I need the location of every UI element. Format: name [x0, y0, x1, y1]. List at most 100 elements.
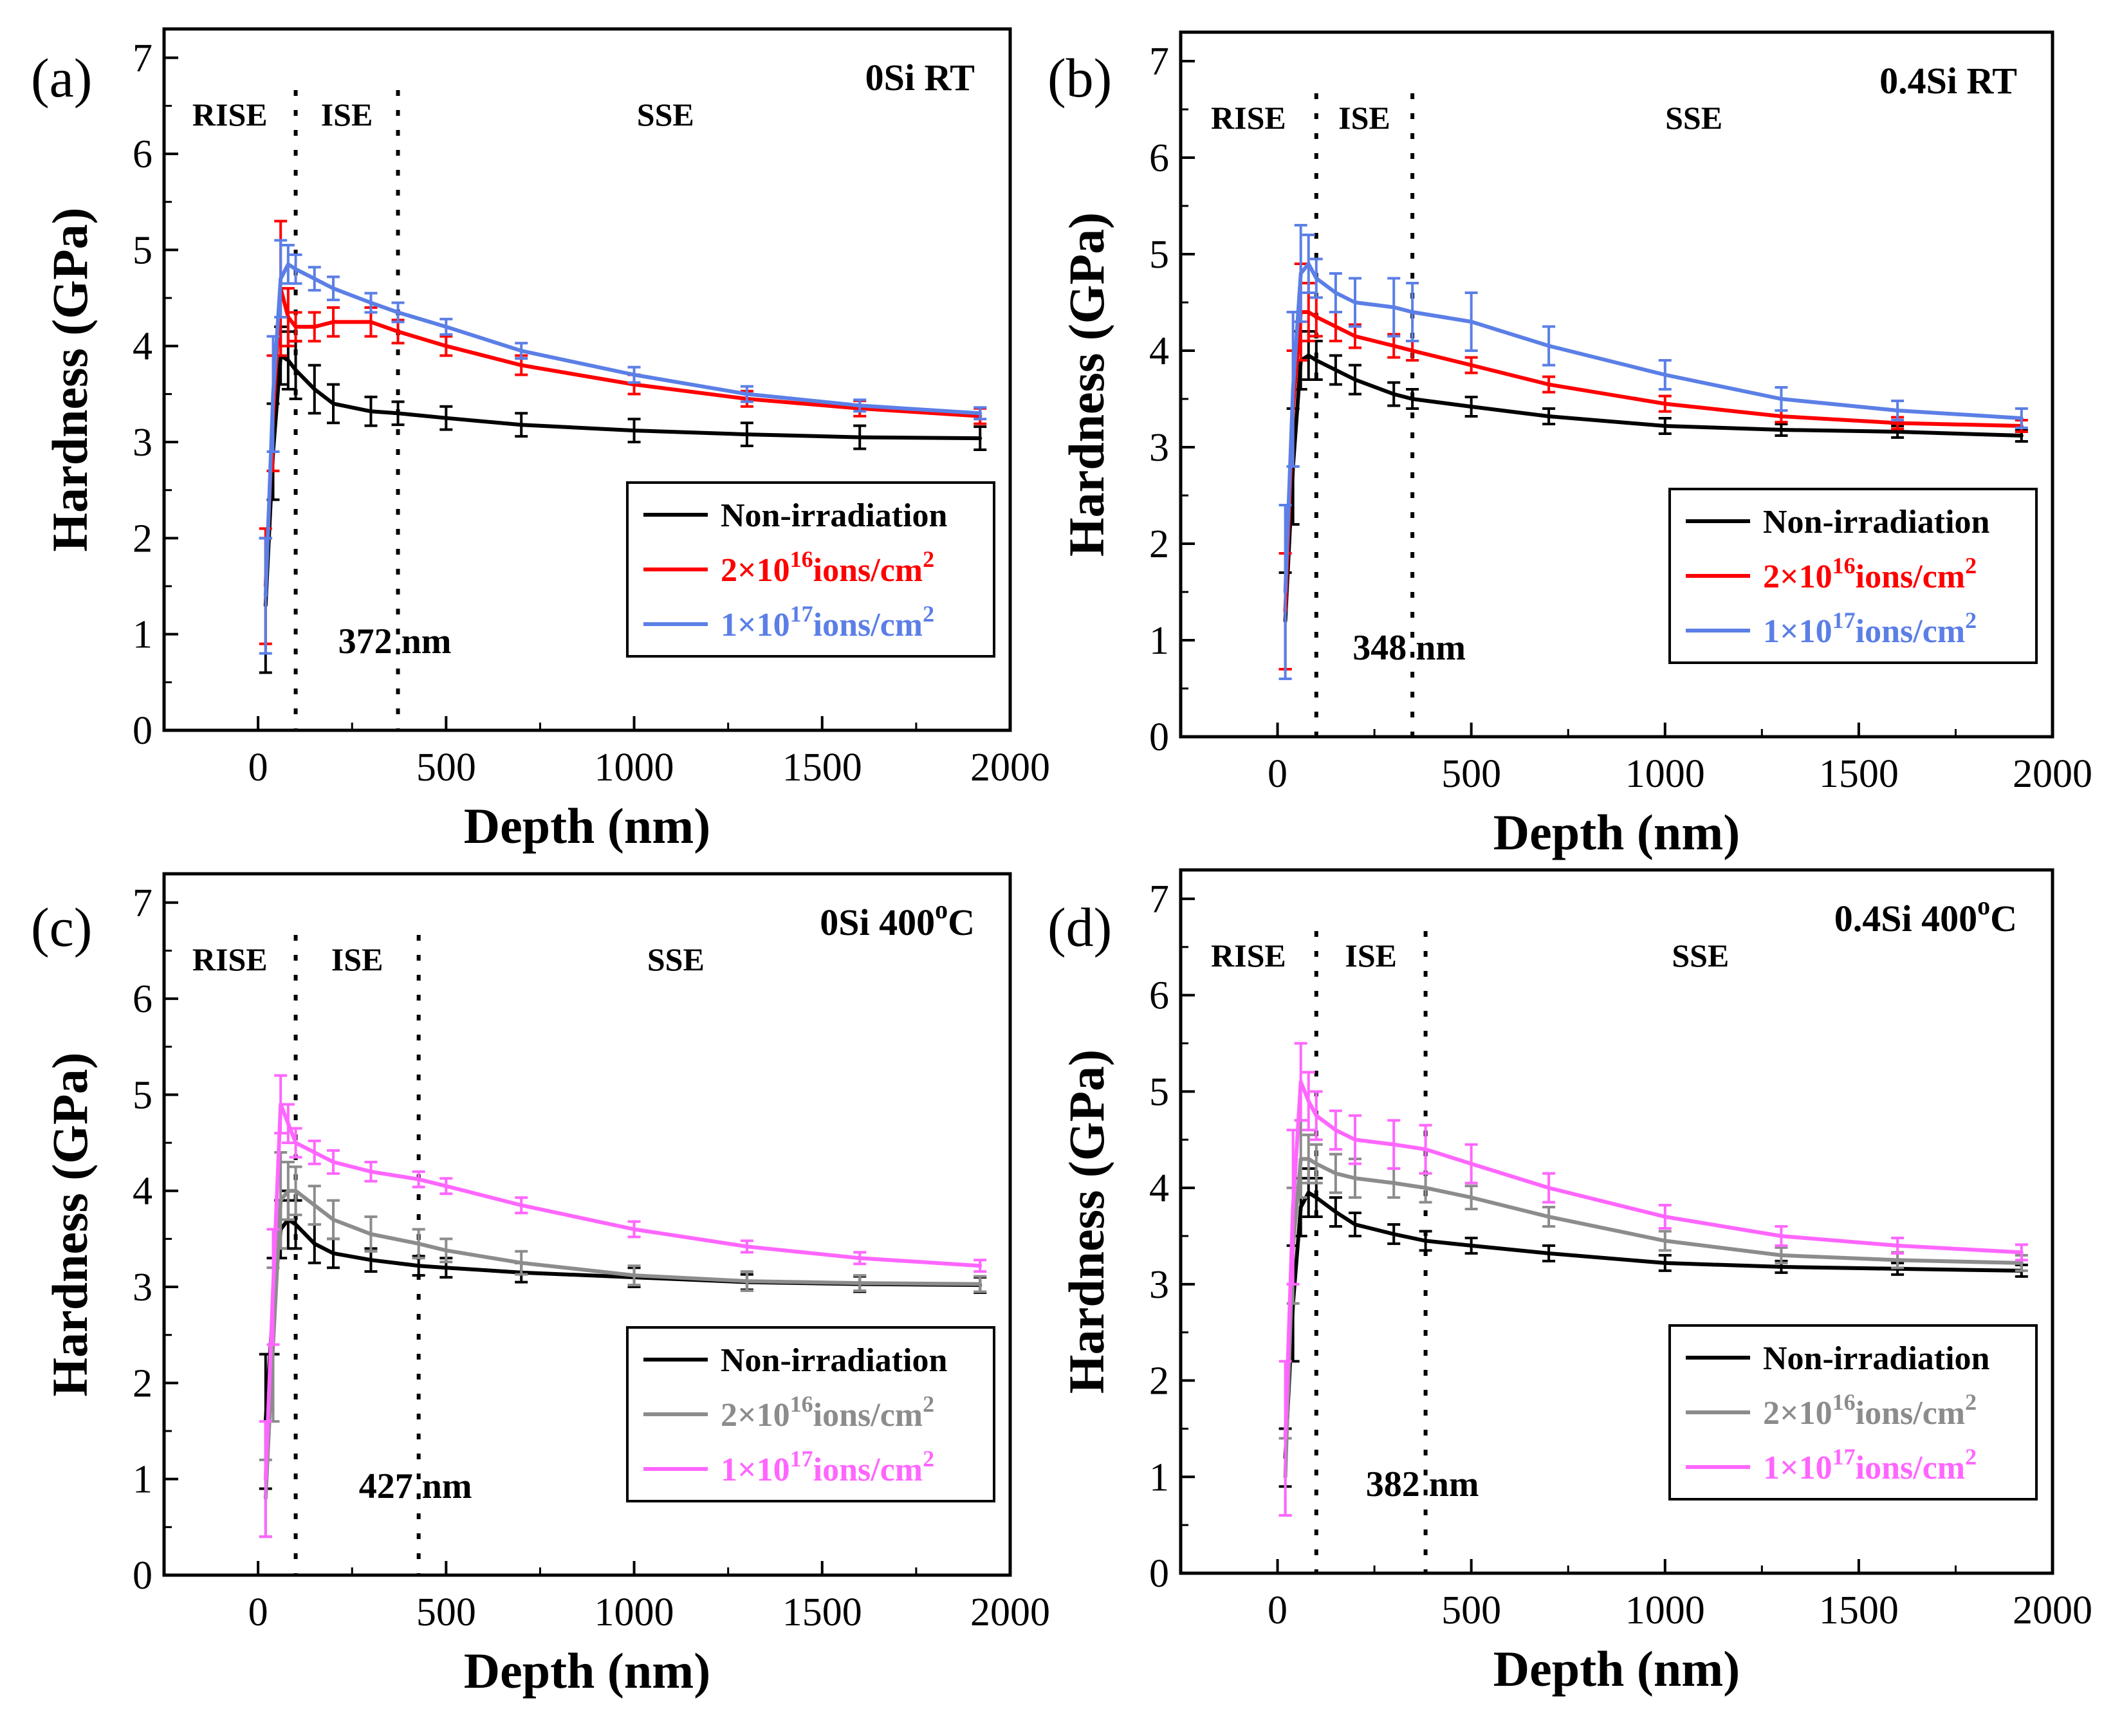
- plot-frame: [162, 27, 1012, 732]
- data-point: [632, 1227, 636, 1232]
- data-point: [1423, 1147, 1428, 1152]
- region-label: RISE: [1211, 100, 1286, 136]
- y-tick-label: 2: [133, 1362, 152, 1405]
- data-point: [369, 1258, 373, 1262]
- x-tick-label: 1500: [1819, 1589, 1899, 1632]
- data-point: [519, 1203, 524, 1208]
- data-point: [1314, 1113, 1318, 1118]
- legend-label-tail: ions/cm: [1856, 559, 1965, 595]
- plot-frame: [1179, 868, 2054, 1575]
- data-point: [331, 320, 335, 324]
- data-point: [1663, 1260, 1667, 1265]
- data-point: [519, 1260, 524, 1265]
- data-point: [1333, 1128, 1338, 1132]
- legend: Non-irradiation2×1016ions/cm21×1017ions/…: [626, 481, 995, 658]
- legend-entry: 2×1016ions/cm2: [1763, 553, 1977, 595]
- y-tick-label: 6: [133, 133, 152, 176]
- data-point: [416, 1177, 421, 1181]
- data-point: [1298, 1205, 1303, 1210]
- data-point: [1314, 315, 1318, 319]
- data-point: [1306, 1157, 1311, 1161]
- y-tick-label: 6: [133, 977, 152, 1021]
- y-tick-label: 4: [1149, 329, 1169, 373]
- legend-entry: 2×1016ions/cm2: [721, 1391, 934, 1434]
- legend-entry: 1×1017ions/cm2: [1763, 1444, 1977, 1486]
- data-point: [369, 300, 373, 305]
- data-point: [293, 1141, 298, 1145]
- x-axis-label: Depth (nm): [1493, 804, 1740, 860]
- data-point: [1392, 392, 1396, 396]
- x-tick-label: 0: [248, 1591, 268, 1634]
- data-point: [1314, 1161, 1318, 1166]
- data-point: [444, 1248, 448, 1253]
- x-axis-label: Depth (nm): [1493, 1641, 1740, 1697]
- data-point: [1353, 300, 1357, 304]
- data-point: [1283, 590, 1287, 594]
- region-label: SSE: [1665, 100, 1722, 136]
- data-point: [1779, 1233, 1784, 1238]
- legend: Non-irradiation2×1016ions/cm21×1017ions/…: [1668, 488, 2038, 664]
- data-point: [1779, 428, 1784, 432]
- data-point: [1663, 1239, 1667, 1243]
- data-point: [2019, 416, 2024, 420]
- y-tick-label: 1: [133, 1458, 152, 1502]
- data-point: [331, 1251, 335, 1255]
- region-label: RISE: [192, 941, 268, 977]
- data-point: [286, 1188, 290, 1193]
- data-point: [978, 1264, 983, 1268]
- legend-label-exp2: 2: [1965, 553, 1977, 578]
- legend-entry: 1×1017ions/cm2: [721, 1446, 934, 1488]
- data-point: [1547, 1215, 1551, 1219]
- data-point: [1392, 1181, 1396, 1185]
- panel-label: (a): [31, 47, 92, 109]
- data-point: [1547, 344, 1551, 348]
- series-2: [1278, 1042, 2028, 1517]
- x-tick-label: 500: [1441, 1589, 1501, 1632]
- x-axis-label: Depth (nm): [464, 798, 711, 854]
- legend-label-main: 2×10: [1763, 1395, 1832, 1432]
- boundary-annotation: 348 nm: [1352, 628, 1466, 668]
- data-point: [293, 324, 298, 329]
- data-point: [1306, 262, 1311, 266]
- data-point: [1779, 414, 1784, 418]
- data-point: [858, 403, 862, 408]
- legend-label-exp2: 2: [923, 1446, 934, 1472]
- data-point: [1353, 1138, 1357, 1142]
- data-point: [1663, 1215, 1667, 1219]
- data-point: [1306, 1099, 1311, 1103]
- data-point: [1547, 1186, 1551, 1190]
- boundary-annotation: 427 nm: [359, 1466, 472, 1506]
- data-point: [1298, 1080, 1303, 1084]
- region-label: ISE: [331, 941, 383, 977]
- data-point: [1547, 414, 1551, 418]
- legend-label-tail: ions/cm: [1856, 613, 1965, 650]
- legend-entry: Non-irradiation: [721, 1342, 948, 1379]
- data-point: [1469, 1196, 1473, 1200]
- data-point: [286, 1122, 290, 1126]
- title-sup: o: [935, 895, 948, 924]
- chart-title: 0Si 400oC: [820, 895, 975, 943]
- y-tick-label: 3: [133, 1266, 152, 1309]
- legend-label-tail: ions/cm: [1856, 1450, 1965, 1486]
- y-tick-label: 1: [133, 613, 152, 657]
- title-tail: C: [948, 901, 975, 943]
- data-point: [1779, 397, 1784, 401]
- region-label: ISE: [1338, 100, 1390, 136]
- x-tick-label: 1500: [1819, 752, 1899, 796]
- data-point: [312, 277, 317, 281]
- legend-label-main: 2×10: [721, 1397, 790, 1434]
- data-point: [1896, 1243, 1900, 1248]
- series-1: [259, 219, 987, 645]
- x-tick-label: 1500: [782, 746, 862, 790]
- legend-label-exp: 17: [1832, 607, 1856, 633]
- data-point: [1333, 368, 1338, 372]
- y-tick-label: 2: [133, 517, 152, 560]
- legend-entry: 2×1016ions/cm2: [1763, 1389, 1977, 1432]
- data-point: [1469, 405, 1473, 409]
- data-point: [1333, 1210, 1338, 1214]
- legend-label-exp2: 2: [923, 1391, 934, 1417]
- chart-title: 0Si RT: [865, 57, 975, 98]
- data-point: [312, 1241, 317, 1246]
- x-tick-label: 2000: [970, 746, 1050, 790]
